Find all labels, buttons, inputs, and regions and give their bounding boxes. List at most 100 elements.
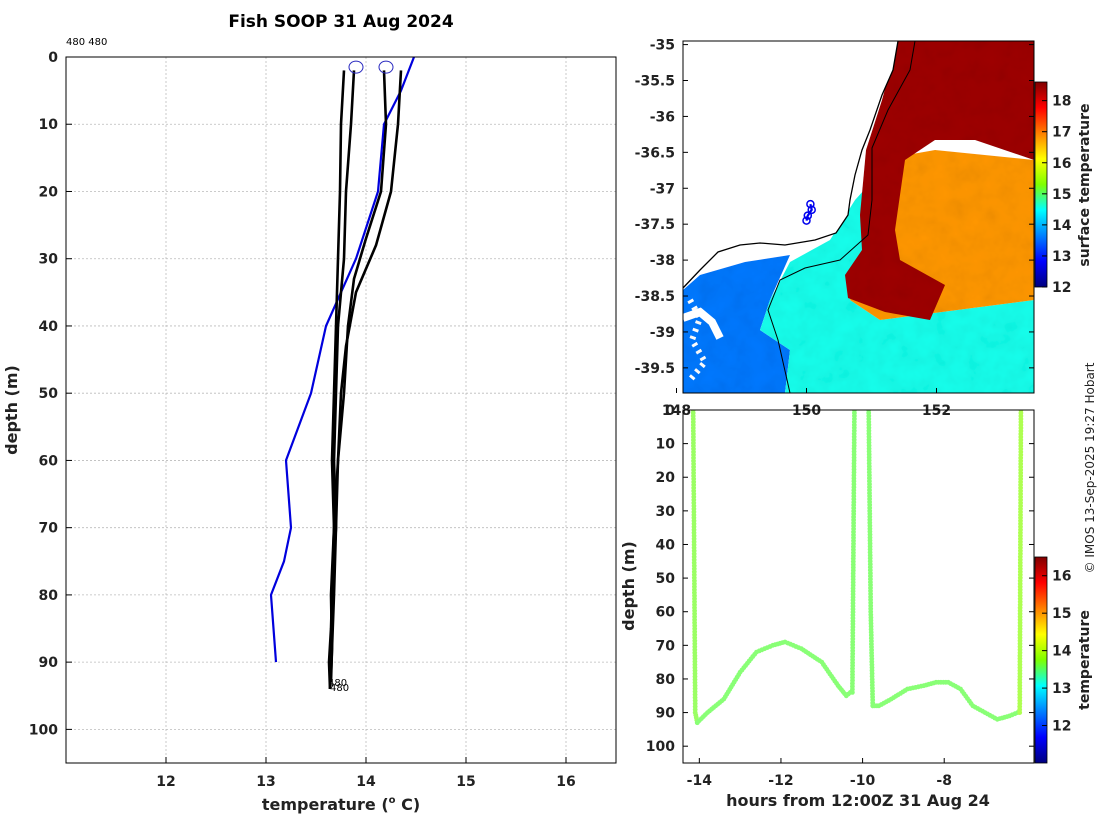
profile-line-profile-4 [328,70,403,690]
time-depth-y-tick-label: 70 [656,638,676,654]
map-colorbar [1035,82,1047,287]
map-x-tick-label: 150 [792,403,821,419]
profile-gridlines [66,56,616,763]
chart-title: Fish SOOP 31 Aug 2024 [228,12,454,32]
time-depth-y-tick-label: 90 [656,706,676,722]
map-y-tick-label: -35.5 [635,74,675,90]
profile-start-marker [348,60,364,74]
profile-y-tick-label: 50 [39,386,59,402]
profile-chart: 12 13 14 15 16 0 10 20 30 40 50 60 70 80 90 100 480 48… [2,37,617,814]
profile-y-tick-label: 80 [39,588,59,604]
map-y-tick-label: -36.5 [635,145,675,161]
profile-axes-frame [65,56,617,764]
map-y-tick-label: -38 [650,253,675,269]
profile-start-marker [378,60,394,74]
time-depth-y-tick-label: 60 [656,605,676,621]
map-colorbar-tick-label: 13 [1052,249,1071,265]
map-colorbar-label: surface temperature [1077,103,1093,266]
x-label-text: temperature ( [262,795,389,814]
time-depth-x-tick-label: -8 [936,773,952,789]
time-depth-colorbar-tick-label: 15 [1052,606,1071,622]
time-depth-y-tick-label: 0 [665,403,675,419]
map-colorbar-frame [1034,81,1048,288]
map-x-ticks: 148 150 152 [662,388,951,419]
time-depth-axes-frame [682,409,1035,764]
map-colorbar-tick-label: 17 [1052,125,1071,141]
profile-y-tick-label: 30 [39,252,59,268]
time-depth-x-axis-label: hours from 12:00Z 31 Aug 24 [726,791,990,810]
profile-x-tick-label: 12 [156,774,175,790]
profile-x-tick-label: 13 [256,774,275,790]
credit-text: © IMOS 13-Sep-2025 19:27 Hobart [1083,362,1097,573]
time-depth-colorbar-frame [1034,556,1048,764]
map-colorbar-ticks: 12 13 14 15 16 17 18 [1042,94,1072,296]
sst-shelf-region [760,178,1034,393]
profile-series [269,56,416,690]
profile-x-ticks: 12 13 14 15 16 [156,757,576,790]
time-depth-point-ascent-2 [1018,410,1024,413]
sst-warm-core [845,41,1034,320]
profile-line-climatology [269,56,416,663]
map-y-ticks: -35 -35.5 -36 -36.5 -37 -37.5 -38 -38.5 -39 -39.5 [635,38,1034,377]
time-depth-points [690,410,1024,726]
time-depth-x-tick-label: -14 [687,773,713,789]
time-depth-y-tick-label: 10 [656,437,676,453]
ship-track-point [806,199,815,209]
x-label-unit: C) [396,795,421,814]
profile-y-axis-label: depth (m) [2,365,21,455]
profile-x-tick-label: 15 [456,774,475,790]
time-depth-colorbar [1035,557,1047,763]
profile-y-tick-label: 20 [39,184,59,200]
map-x-tick-label: 148 [662,403,691,419]
map-y-tick-label: -39 [650,325,675,341]
profile-x-axis-label: temperature (o C) [262,795,420,814]
x-label-superscript: o [389,795,396,806]
map-y-tick-label: -39.5 [635,361,675,377]
profile-top-label: 480 480 [66,37,107,48]
map-colorbar-tick-label: 12 [1052,280,1071,296]
time-depth-colorbar-tick-label: 12 [1052,719,1071,735]
profile-x-tick-label: 14 [356,774,376,790]
sst-bass-strait-region [683,255,790,393]
sst-map: 148 150 152 -35-35.5-36-36.5-37-37.5-38-38… [635,38,1093,419]
profile-end-label: 480 [330,683,349,694]
time-depth-y-tick-label: 50 [656,571,676,587]
profile-end-label: 480 [328,678,347,689]
sst-field [683,41,1034,393]
time-depth-x-tick-label: -10 [850,773,876,789]
map-x-tick-label: 152 [922,403,951,419]
profile-line-profile-3 [329,70,388,683]
land-mass [683,41,898,288]
map-y-tick-label: -36 [650,109,675,125]
profile-y-tick-label: 100 [29,722,58,738]
time-depth-y-axis-label: depth (m) [619,541,638,631]
time-depth-y-tick-label: 30 [656,504,676,520]
time-depth-colorbar-tick-label: 13 [1052,681,1071,697]
map-y-tick-label: -38.5 [635,289,675,305]
shelf-contour [767,41,916,393]
time-depth-y-tick-label: 80 [656,672,676,688]
island-gap [683,307,724,340]
time-depth-colorbar-label: temperature [1077,610,1093,710]
map-axes-frame [682,40,1035,394]
profile-x-tick-label: 16 [556,774,575,790]
ship-track-point [803,211,813,220]
profile-y-tick-label: 0 [48,50,58,66]
profile-y-tick-label: 90 [39,655,59,671]
time-depth-y-tick-label: 100 [646,739,675,755]
time-depth-x-ticks: -14 -12 -10 -8 [687,758,952,789]
time-depth-y-ticks: 0 10 20 30 40 50 60 70 80 90 100 [646,403,1034,755]
profile-y-tick-label: 40 [39,319,59,335]
time-depth-colorbar-ticks: 12 13 14 15 16 [1042,569,1072,735]
map-y-tick-label: -37.5 [635,217,675,233]
time-depth-y-tick-label: 20 [656,470,676,486]
time-depth-x-tick-label: -12 [768,773,793,789]
time-depth-point-ascent-1 [852,410,857,413]
map-colorbar-tick-label: 15 [1052,187,1071,203]
ship-track-point [802,216,811,225]
time-depth-colorbar-tick-label: 16 [1052,569,1071,585]
map-colorbar-tick-label: 16 [1052,156,1071,172]
profile-y-ticks: 0 10 20 30 40 50 60 70 80 90 100 [29,50,72,738]
ship-track-point [807,205,816,215]
